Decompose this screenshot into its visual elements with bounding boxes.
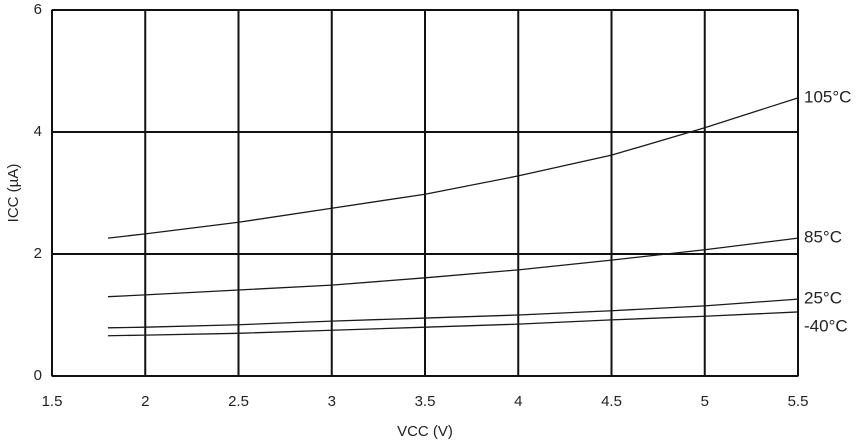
series-label: 105°C: [804, 87, 851, 106]
series-line: [107, 97, 799, 239]
x-tick-label: 5: [701, 393, 709, 410]
x-tick-label: 4.5: [601, 393, 622, 410]
series-line: [107, 298, 799, 329]
y-tick-label: 0: [34, 367, 42, 384]
x-tick-label: 1.5: [42, 393, 63, 410]
series-line: [107, 237, 799, 298]
x-tick-label: 3.5: [415, 393, 436, 410]
series-label: -40°C: [804, 317, 848, 336]
y-tick-label: 6: [34, 1, 42, 18]
series-label: 85°C: [804, 228, 842, 247]
series-label: 25°C: [804, 289, 842, 308]
x-tick-label: 4: [514, 393, 522, 410]
x-axis-label: VCC (V): [397, 423, 453, 440]
series-line: [107, 311, 799, 337]
y-tick-label: 4: [34, 123, 42, 140]
x-tick-label: 2.5: [228, 393, 249, 410]
x-tick-label: 5.5: [788, 393, 809, 410]
x-tick-label: 3: [328, 393, 336, 410]
x-tick-label: 2: [141, 393, 149, 410]
y-axis-label: ICC (µA): [5, 164, 22, 223]
y-tick-label: 2: [34, 245, 42, 262]
